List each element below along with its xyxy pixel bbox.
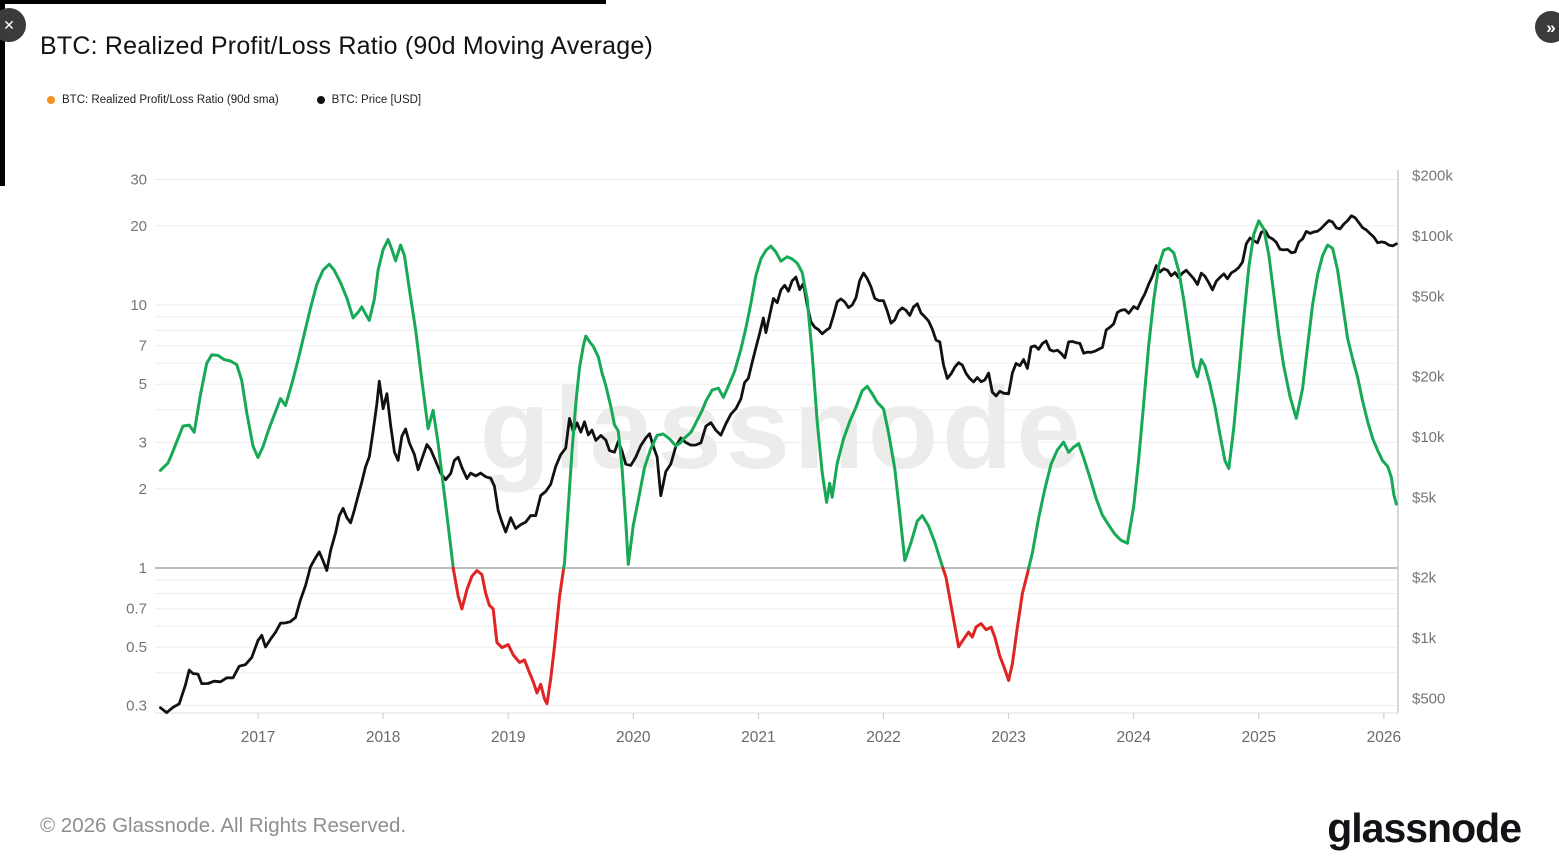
y-left-tick-label: 5 — [139, 376, 147, 393]
x-tick-label: 2021 — [741, 729, 775, 746]
close-icon: ✕ — [3, 17, 15, 33]
ratio-line-loss-segment — [941, 566, 1031, 682]
y-left-tick-label: 0.3 — [126, 698, 147, 715]
y-right-tick-label: $5k — [1412, 490, 1437, 507]
y-right-tick-label: $200k — [1412, 167, 1453, 184]
chart-legend: BTC: Realized Profit/Loss Ratio (90d sma… — [47, 94, 421, 106]
chart-svg[interactable]: glassnode302010753210.70.50.3$200k$100k$… — [0, 0, 1559, 790]
x-tick-label: 2019 — [491, 729, 525, 746]
y-left-tick-label: 3 — [139, 435, 147, 452]
y-right-tick-label: $1k — [1412, 630, 1437, 647]
y-left-tick-label: 20 — [130, 218, 147, 235]
y-left-tick-label: 30 — [130, 172, 147, 189]
ratio-line-loss-segment — [451, 566, 566, 706]
ratio-line-profit-segment — [562, 244, 945, 570]
collapse-panel-button[interactable]: » — [1535, 11, 1559, 43]
page-title: BTC: Realized Profit/Loss Ratio (90d Mov… — [40, 32, 653, 60]
legend-item-ratio[interactable]: BTC: Realized Profit/Loss Ratio (90d sma… — [47, 94, 279, 106]
y-left-tick-label: 10 — [130, 297, 147, 314]
y-right-tick-label: $100k — [1412, 228, 1453, 245]
copyright-text: © 2026 Glassnode. All Rights Reserved. — [40, 814, 407, 837]
x-tick-label: 2023 — [991, 729, 1025, 746]
glassnode-logo: glassnode — [1327, 805, 1522, 851]
price-line — [159, 214, 1398, 714]
ratio-line-profit-segment — [158, 238, 455, 570]
close-button[interactable]: ✕ — [0, 8, 26, 42]
chart-area[interactable]: glassnode 30 20 10 7 5 3 2 1 0.7 0.5 0.3 $200k $100k $… — [0, 0, 1559, 790]
x-tick-label: 2022 — [866, 729, 900, 746]
legend-dot-ratio — [47, 96, 55, 104]
x-tick-label: 2017 — [241, 729, 275, 746]
y-left-tick-label: 0.5 — [126, 639, 147, 656]
y-left-tick-label: 1 — [139, 560, 147, 577]
x-tick-label: 2025 — [1242, 729, 1276, 746]
x-tick-label: 2026 — [1367, 729, 1401, 746]
screenshot-top-edge-artifact — [0, 0, 606, 4]
y-left-tick-label: 0.7 — [126, 601, 147, 618]
screenshot-left-edge-artifact — [0, 0, 5, 186]
chevron-double-right-icon: » — [1546, 17, 1556, 37]
legend-item-price[interactable]: BTC: Price [USD] — [316, 94, 422, 106]
legend-dot-price — [316, 96, 325, 104]
y-left-tick-label: 7 — [139, 338, 147, 355]
legend-label-ratio: BTC: Realized Profit/Loss Ratio (90d sma… — [62, 94, 279, 106]
y-right-tick-label: $20k — [1412, 368, 1445, 385]
x-tick-label: 2024 — [1116, 729, 1151, 746]
y-right-tick-label: $10k — [1412, 429, 1445, 446]
legend-label-price: BTC: Price [USD] — [331, 94, 422, 106]
y-right-tick-label: $2k — [1412, 569, 1437, 586]
ratio-line-profit-segment — [1027, 219, 1398, 570]
y-left-tick-label: 2 — [139, 481, 147, 498]
y-right-tick-label: $50k — [1412, 289, 1445, 306]
x-tick-label: 2020 — [616, 729, 651, 746]
x-tick-label: 2018 — [366, 729, 400, 746]
y-right-tick-label: $500 — [1412, 691, 1445, 708]
